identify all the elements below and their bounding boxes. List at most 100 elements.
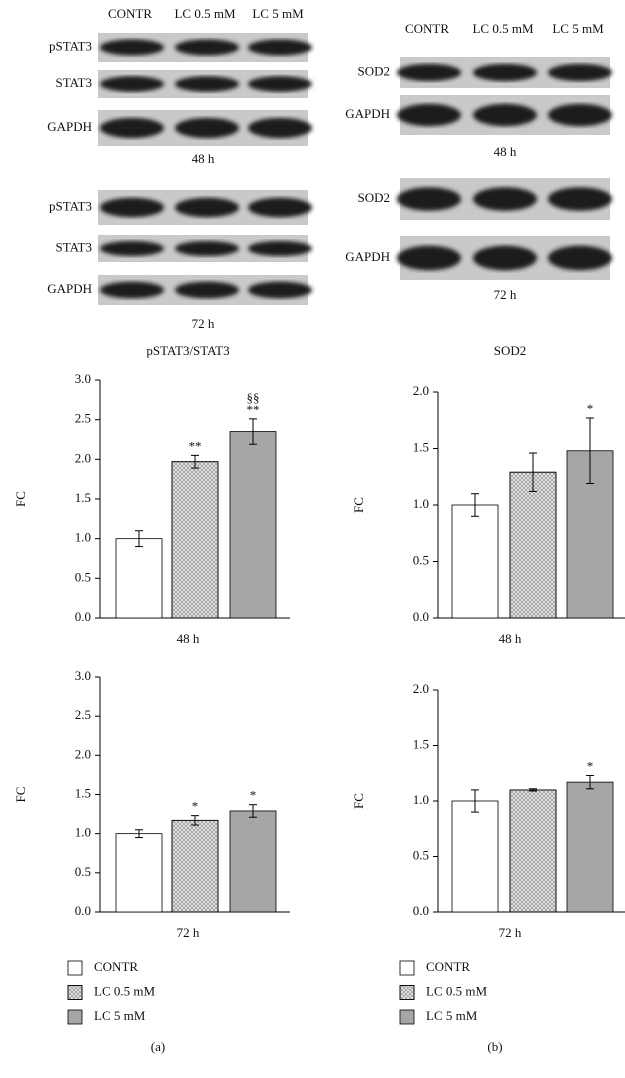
y-tick-label: 2.0 <box>75 746 91 761</box>
y-tick-label: 1.5 <box>413 736 429 751</box>
y-tick-label: 2.0 <box>413 681 429 696</box>
blot-column-label: CONTR <box>108 6 152 21</box>
significance-mark: * <box>587 401 594 416</box>
blot-band <box>175 76 239 92</box>
y-tick-label: 1.0 <box>413 496 429 511</box>
bar <box>229 431 277 619</box>
blot-row-label: GAPDH <box>47 119 92 134</box>
blot-row-label: STAT3 <box>55 239 92 254</box>
blot-band <box>397 103 461 127</box>
blot-column-label: LC 5 mM <box>552 21 604 36</box>
blot-band <box>175 39 239 56</box>
blot-row-label: GAPDH <box>47 281 92 296</box>
y-tick-label: 2.5 <box>75 707 91 722</box>
y-tick-label: 3.0 <box>75 371 91 386</box>
blot-band <box>548 245 612 271</box>
y-tick-label: 0.5 <box>75 569 91 584</box>
significance-mark: ** <box>247 402 260 417</box>
blot-band <box>248 39 312 56</box>
blot-row-label: pSTAT3 <box>49 198 92 213</box>
blot-column-label: LC 0.5 mM <box>472 21 533 36</box>
panel-label: (b) <box>487 1039 502 1054</box>
blot-band <box>397 63 461 82</box>
y-axis-label: FC <box>351 793 366 809</box>
bar-hatch <box>171 461 219 619</box>
bar <box>451 800 499 913</box>
y-tick-label: 3.0 <box>75 668 91 683</box>
blot-row-label: pSTAT3 <box>49 38 92 53</box>
blot-row-label: GAPDH <box>345 249 390 264</box>
y-tick-label: 1.0 <box>75 825 91 840</box>
significance-mark: * <box>250 788 257 803</box>
blot-column-label: LC 5 mM <box>252 6 304 21</box>
legend-swatch <box>399 960 415 976</box>
legend-label: LC 5 mM <box>94 1008 146 1023</box>
blot-band <box>175 281 239 299</box>
y-tick-label: 1.0 <box>413 792 429 807</box>
blot-band <box>548 187 612 211</box>
blot-band <box>100 117 164 139</box>
legend-swatch <box>67 960 83 976</box>
blot-time-label: 48 h <box>494 144 517 159</box>
blot-band <box>548 103 612 127</box>
legend-label: LC 0.5 mM <box>94 983 155 998</box>
y-tick-label: 0.0 <box>413 903 429 918</box>
y-tick-label: 0.0 <box>75 609 91 624</box>
blot-band <box>473 103 537 127</box>
blot-band <box>175 117 239 139</box>
blot-band <box>248 197 312 218</box>
chart-title: SOD2 <box>494 343 527 358</box>
y-axis-label: FC <box>13 491 28 507</box>
y-tick-label: 1.0 <box>75 530 91 545</box>
legend-swatch <box>399 1009 415 1025</box>
blot-row-label: STAT3 <box>55 75 92 90</box>
y-axis-label: FC <box>351 497 366 513</box>
blot-row-label: SOD2 <box>357 190 390 205</box>
x-axis-label: 72 h <box>177 925 200 940</box>
y-tick-label: 1.5 <box>75 785 91 800</box>
blot-band <box>397 245 461 271</box>
blot-band <box>175 197 239 218</box>
y-tick-label: 0.5 <box>75 864 91 879</box>
legend-label: LC 0.5 mM <box>426 983 487 998</box>
significance-mark: * <box>587 758 594 773</box>
chart-title: pSTAT3/STAT3 <box>146 343 229 358</box>
blot-band <box>473 245 537 271</box>
legend-swatch <box>67 1009 83 1025</box>
blot-band <box>548 63 612 82</box>
legend-label: CONTR <box>94 959 138 974</box>
blot-band <box>248 76 312 92</box>
significance-mark: * <box>192 799 199 814</box>
blot-time-label: 72 h <box>494 287 517 302</box>
blot-band <box>248 240 312 257</box>
y-tick-label: 2.5 <box>75 411 91 426</box>
significance-mark: ** <box>189 438 202 453</box>
y-tick-label: 2.0 <box>413 383 429 398</box>
blot-band <box>473 187 537 211</box>
blot-band <box>248 281 312 299</box>
blot-band <box>100 197 164 218</box>
y-tick-label: 2.0 <box>75 450 91 465</box>
x-axis-label: 72 h <box>499 925 522 940</box>
blot-row-label: SOD2 <box>357 63 390 78</box>
bar <box>566 781 614 913</box>
blot-column-label: LC 0.5 mM <box>174 6 235 21</box>
x-axis-label: 48 h <box>177 631 200 646</box>
blot-band <box>100 281 164 299</box>
bar <box>229 810 277 913</box>
y-tick-label: 1.5 <box>413 439 429 454</box>
significance-mark: §§ <box>247 390 260 405</box>
blot-band <box>100 76 164 92</box>
blot-row-label: GAPDH <box>345 106 390 121</box>
blot-band <box>473 63 537 82</box>
y-tick-label: 0.5 <box>413 552 429 567</box>
legend-swatch-hatch <box>399 985 415 1000</box>
blot-time-label: 72 h <box>192 316 215 331</box>
blot-band <box>100 39 164 56</box>
y-tick-label: 0.0 <box>75 903 91 918</box>
blot-band <box>100 240 164 257</box>
legend-label: LC 5 mM <box>426 1008 478 1023</box>
blot-time-label: 48 h <box>192 151 215 166</box>
bar <box>115 538 163 619</box>
